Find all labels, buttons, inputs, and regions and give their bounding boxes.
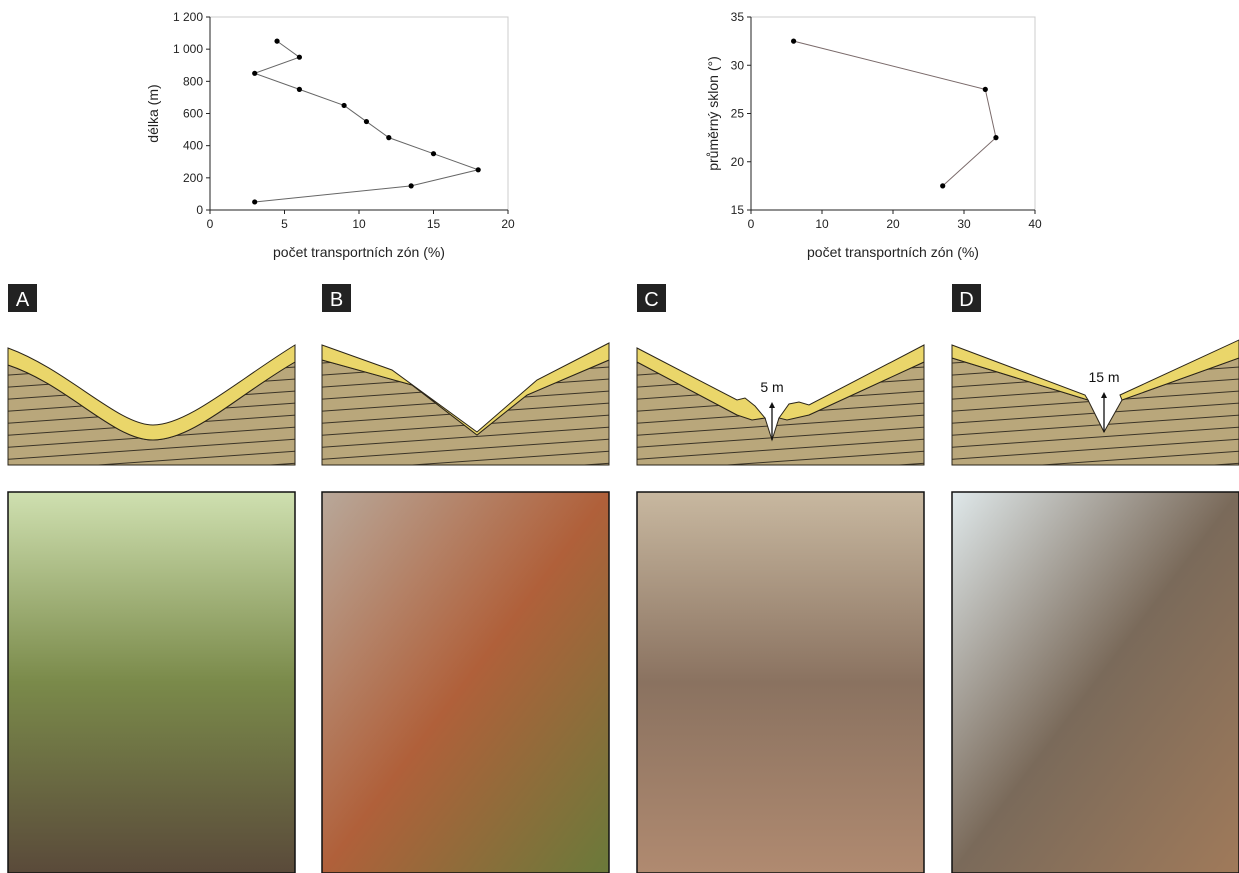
- data-point: [408, 183, 414, 189]
- y-tick-label: 30: [731, 58, 745, 72]
- y-tick-label: 0: [196, 203, 203, 217]
- x-tick-label: 5: [281, 217, 288, 231]
- data-point: [430, 151, 437, 157]
- y-axis-label: průměrný sklon (°): [705, 56, 721, 171]
- x-tick-label: 0: [207, 217, 214, 231]
- cross-section: 5 m: [636, 344, 925, 466]
- cross-section: [321, 342, 610, 466]
- cross-section: [7, 344, 296, 466]
- y-tick-label: 25: [731, 107, 745, 121]
- arrow-head: [769, 402, 775, 408]
- cross-section: 15 m: [951, 339, 1239, 466]
- x-tick-label: 15: [427, 217, 441, 231]
- panel-label: A: [16, 289, 30, 311]
- photo: [321, 491, 610, 873]
- sediment-layer: [636, 344, 925, 421]
- y-tick-label: 1 000: [173, 42, 203, 56]
- data-point: [940, 183, 946, 189]
- x-tick-label: 0: [748, 217, 755, 231]
- x-tick-label: 20: [501, 217, 515, 231]
- sediment-layer: [7, 344, 296, 441]
- panel-label-box: [322, 284, 351, 312]
- data-point: [363, 118, 370, 125]
- data-line: [793, 40, 997, 187]
- x-tick-label: 10: [352, 217, 366, 231]
- x-tick-label: 30: [957, 217, 971, 231]
- panel-label: C: [644, 289, 658, 311]
- photo: [951, 491, 1239, 873]
- panel-label-box: [8, 284, 37, 312]
- y-axis-label: délka (m): [145, 84, 161, 142]
- y-tick-label: 400: [183, 139, 203, 153]
- data-point: [274, 38, 280, 44]
- sediment-layer: [321, 342, 610, 436]
- data-point: [791, 38, 797, 44]
- x-axis-label: počet transportních zón (%): [807, 244, 979, 260]
- depth-label: 5 m: [760, 379, 783, 395]
- data-point: [296, 54, 302, 60]
- plot-frame: [209, 16, 509, 211]
- x-tick-label: 40: [1028, 217, 1042, 231]
- y-tick-label: 1 200: [173, 10, 203, 24]
- sediment-layer: [951, 339, 1239, 401]
- data-point: [386, 135, 392, 141]
- panel-label-box: [952, 284, 981, 312]
- panel-label: B: [330, 289, 343, 311]
- data-point: [982, 86, 988, 92]
- data-point: [296, 86, 302, 92]
- arrow-head: [1101, 392, 1107, 398]
- photo: [7, 491, 296, 873]
- panel-label-box: [637, 284, 666, 312]
- y-tick-label: 35: [731, 10, 745, 24]
- photo: [636, 491, 925, 873]
- panel-label: D: [959, 289, 973, 311]
- y-tick-label: 20: [731, 155, 745, 169]
- data-point: [252, 70, 258, 76]
- x-tick-label: 20: [886, 217, 900, 231]
- data-point: [252, 199, 258, 205]
- y-tick-label: 600: [183, 107, 203, 121]
- data-point: [993, 135, 999, 141]
- data-point: [341, 102, 347, 109]
- y-tick-label: 200: [183, 171, 203, 185]
- depth-label: 15 m: [1088, 369, 1119, 385]
- plot-frame: [750, 16, 1036, 211]
- y-tick-label: 800: [183, 74, 203, 88]
- y-tick-label: 15: [731, 203, 745, 217]
- x-axis-label: počet transportních zón (%): [273, 244, 445, 260]
- x-tick-label: 10: [815, 217, 829, 231]
- data-point: [475, 167, 481, 173]
